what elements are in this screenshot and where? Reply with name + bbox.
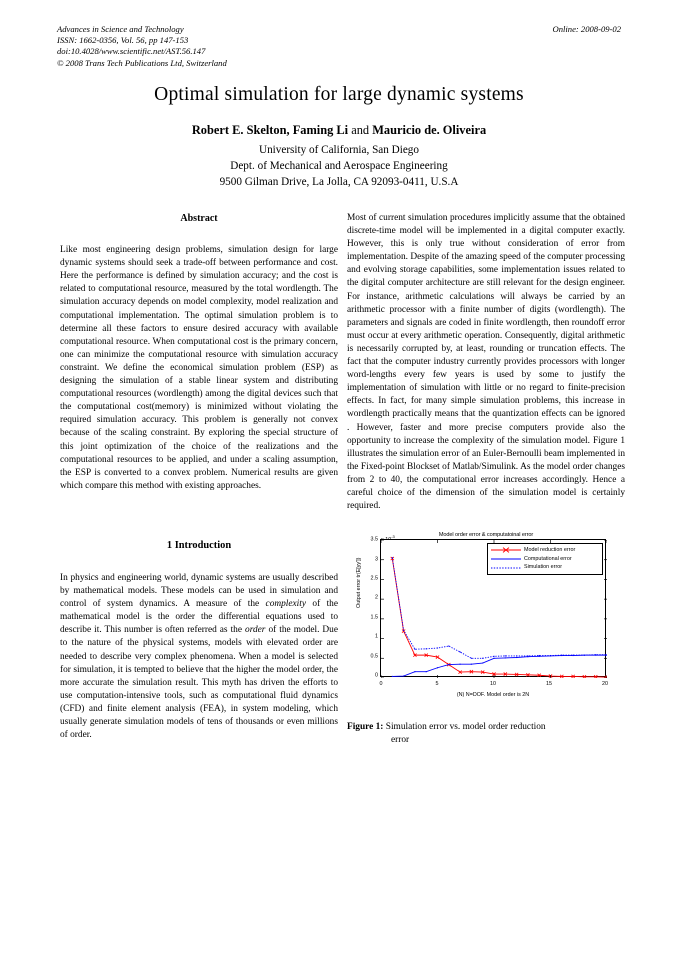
right-column-paragraph: Most of current simulation procedures im… bbox=[347, 213, 625, 512]
figure-caption-label: Figure 1: bbox=[347, 722, 384, 733]
abstract-text: Like most engineering design problems, s… bbox=[60, 245, 338, 491]
y-axis-label: Output error tr(E[yy']) bbox=[356, 557, 362, 609]
x-tick-10: 10 bbox=[490, 681, 496, 688]
legend-label-3: Simulation error bbox=[524, 564, 563, 571]
legend-item-computational-error: Computational error bbox=[491, 555, 599, 564]
x-axis-label: (N) N=DOF. Model order is 2N bbox=[456, 692, 530, 699]
chart-title: Model order error & computatoinal error bbox=[438, 532, 534, 539]
intro-emphasis-complexity: complexity bbox=[265, 599, 307, 610]
x-tick-0: 0 bbox=[379, 681, 383, 688]
legend-label-2: Computational error bbox=[524, 555, 572, 562]
intro-text-a: In physics and engineering world, dynami… bbox=[60, 572, 338, 610]
figure-caption: Figure 1: Simulation error vs. model ord… bbox=[347, 721, 625, 746]
x-tick-15: 15 bbox=[546, 681, 552, 688]
journal-copyright: © 2008 Trans Tech Publications Ltd, Swit… bbox=[57, 57, 227, 68]
figure-1: Model order error & computatoinal error … bbox=[347, 525, 625, 746]
chart-legend: Model reduction error Computational erro… bbox=[487, 543, 603, 576]
x-tick-20: 20 bbox=[602, 681, 608, 688]
affiliation-line-3: 9500 Gilman Drive, La Jolla, CA 92093-04… bbox=[219, 176, 459, 189]
legend-key-blue-dotted bbox=[491, 564, 521, 572]
legend-item-model-reduction-error: Model reduction error bbox=[491, 546, 599, 555]
affiliation-line-2: Dept. of Mechanical and Aerospace Engine… bbox=[230, 160, 448, 173]
y-tick-2: 2 bbox=[375, 594, 378, 601]
author-3: Mauricio de. Oliveira bbox=[372, 123, 487, 137]
affiliation-line-1: University of California, San Diego bbox=[258, 144, 419, 156]
intro-text-b: of the mathematical model is the order t… bbox=[60, 599, 338, 636]
journal-header: Advances in Science and Technology ISSN:… bbox=[57, 24, 621, 69]
figure-caption-text-2: error bbox=[391, 734, 410, 745]
introduction-paragraph: In physics and engineering world, dynami… bbox=[60, 572, 338, 742]
y-tick-1: 1 bbox=[375, 633, 378, 640]
y-tick-05: 0.5 bbox=[370, 653, 379, 660]
y-tick-15: 1.5 bbox=[370, 614, 379, 621]
y-tick-35: 3.5 bbox=[370, 536, 379, 543]
legend-label-1: Model reduction error bbox=[524, 546, 576, 553]
column-spacer bbox=[60, 493, 338, 539]
online-date: Online: 2008-09-02 bbox=[552, 24, 622, 34]
right-column: Most of current simulation procedures im… bbox=[347, 212, 625, 746]
y-tick-25: 2.5 bbox=[370, 575, 379, 582]
page-title: Optimal simulation for large dynamic sys… bbox=[154, 84, 524, 105]
journal-name: Advances in Science and Technology bbox=[57, 24, 184, 34]
legend-key-red-marker bbox=[491, 546, 521, 554]
intro-text-c: of the model. Due to the nature of the p… bbox=[60, 625, 338, 741]
chart-model-order-error: Model order error & computatoinal error … bbox=[347, 525, 625, 711]
journal-issn: ISSN: 1662-0356, Vol. 56, pp 147-153 bbox=[57, 35, 189, 46]
left-column: Abstract Like most engineering design pr… bbox=[60, 212, 338, 742]
affiliation-block: University of California, San Diego Dept… bbox=[0, 142, 678, 191]
author-conjunction: and bbox=[348, 123, 373, 137]
introduction-heading: 1 Introduction bbox=[166, 539, 232, 551]
author-2: , Faming Li bbox=[286, 123, 349, 137]
figure-caption-text: Simulation error vs. model order reducti… bbox=[383, 722, 546, 733]
intro-emphasis-order: order bbox=[245, 625, 266, 636]
x-tick-5: 5 bbox=[435, 681, 439, 688]
abstract-heading: Abstract bbox=[180, 213, 218, 224]
journal-doi: doi:10.4028/www.scientific.net/AST.56.14… bbox=[57, 46, 206, 57]
y-tick-3: 3 bbox=[375, 556, 378, 563]
y-tick-0: 0 bbox=[375, 672, 378, 679]
author-1: Robert E. Skelton bbox=[191, 123, 287, 137]
legend-key-blue-solid bbox=[491, 555, 521, 563]
chart-series-svg bbox=[390, 556, 607, 679]
author-list: Robert E. Skelton, Faming Li and Maurici… bbox=[0, 123, 678, 138]
legend-item-simulation-error: Simulation error bbox=[491, 563, 599, 572]
